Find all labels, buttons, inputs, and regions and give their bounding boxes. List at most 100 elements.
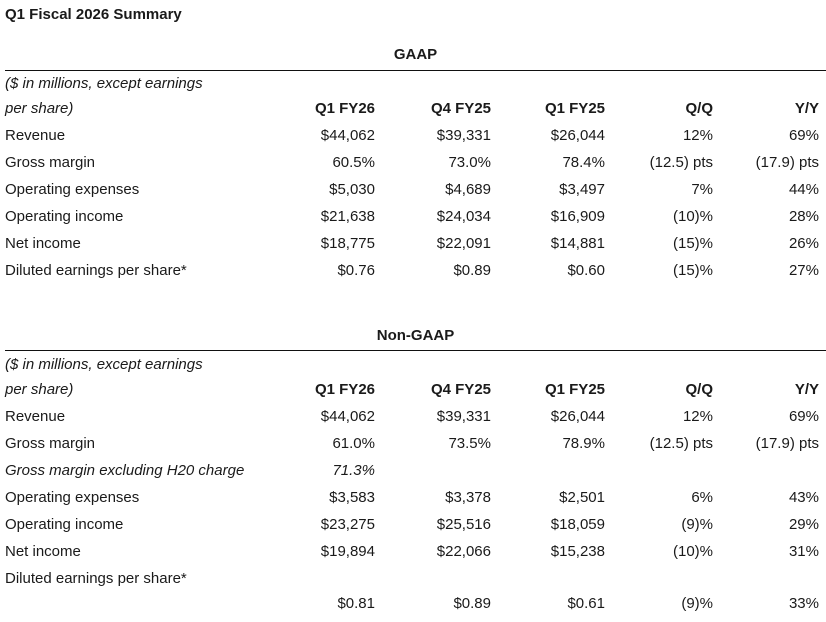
header-rule	[5, 350, 826, 351]
cell-value: $3,497	[559, 181, 605, 198]
units-note-text: ($ in millions, except earnings	[5, 75, 203, 92]
table-row: Net income $19,894 $22,066 $15,238 (10)% 31%	[5, 543, 826, 570]
cell-value: $14,881	[550, 235, 605, 252]
cell-value: $22,066	[436, 543, 491, 560]
section-heading: GAAP	[393, 46, 438, 63]
cell-value: $3,583	[329, 489, 375, 506]
cell-value: 78.9%	[562, 435, 605, 452]
cell-value: $22,091	[436, 235, 491, 252]
units-note: ($ in millions, except earnings	[5, 356, 826, 383]
cell-value: $18,775	[320, 235, 375, 252]
row-label: Diluted earnings per share*	[5, 570, 187, 587]
units-note-text: per share)	[5, 100, 74, 117]
table-row: Operating income $23,275 $25,516 $18,059 (9)…	[5, 516, 826, 543]
cell-value: (10)%	[672, 543, 713, 560]
row-label: Gross margin excluding H20 charge	[5, 462, 245, 479]
row-label: Operating income	[5, 208, 124, 225]
cell-value: 43%	[788, 489, 819, 506]
cell-value: $0.81	[337, 595, 375, 612]
header-rule	[5, 70, 826, 71]
table-row: Gross margin 60.5% 73.0% 78.4% (12.5) pts (17…	[5, 154, 826, 181]
cell-value: $0.60	[567, 262, 605, 279]
column-header: Q1 FY26	[314, 381, 375, 398]
cell-value: (9)%	[681, 595, 713, 612]
row-label: Net income	[5, 235, 81, 252]
cell-value: (12.5) pts	[649, 435, 713, 452]
cell-value: $26,044	[550, 127, 605, 144]
units-note: ($ in millions, except earnings	[5, 75, 826, 102]
column-header-row: per share) Q1 FY26 Q4 FY25 Q1 FY25 Q/Q Y/Y	[5, 381, 826, 408]
row-label: Diluted earnings per share*	[5, 262, 187, 279]
cell-value: (10)%	[672, 208, 713, 225]
cell-value: $2,501	[559, 489, 605, 506]
cell-value: (12.5) pts	[649, 154, 713, 171]
cell-value: (9)%	[681, 516, 713, 533]
table-row: Gross margin excluding H20 charge 71.3%	[5, 462, 826, 489]
cell-value: 26%	[788, 235, 819, 252]
column-header: Q4 FY25	[430, 381, 491, 398]
cell-value: (17.9) pts	[755, 435, 819, 452]
table-row: Operating income $21,638 $24,034 $16,909 (10…	[5, 208, 826, 235]
cell-value: $44,062	[320, 408, 375, 425]
table-row: Diluted earnings per share* $0.76 $0.89 $0.…	[5, 262, 826, 289]
cell-value: $19,894	[320, 543, 375, 560]
cell-value: 73.0%	[448, 154, 491, 171]
column-header: Q4 FY25	[430, 100, 491, 117]
cell-value: 27%	[788, 262, 819, 279]
table-row: Gross margin 61.0% 73.5% 78.9% (12.5) pts (17…	[5, 435, 826, 462]
cell-value: 12%	[682, 127, 713, 144]
units-note-text: per share)	[5, 381, 74, 398]
cell-value: 71.3%	[332, 462, 375, 479]
cell-value: $21,638	[320, 208, 375, 225]
row-label: Operating income	[5, 516, 124, 533]
row-label: Net income	[5, 543, 81, 560]
cell-value: $18,059	[550, 516, 605, 533]
cell-value: $25,516	[436, 516, 491, 533]
cell-value: 33%	[788, 595, 819, 612]
row-label: Gross margin	[5, 435, 96, 452]
cell-value: 60.5%	[332, 154, 375, 171]
cell-value: 73.5%	[448, 435, 491, 452]
cell-value: 28%	[788, 208, 819, 225]
cell-value: 7%	[691, 181, 713, 198]
cell-value: $5,030	[329, 181, 375, 198]
row-label: Revenue	[5, 127, 66, 144]
cell-value: $0.89	[453, 595, 491, 612]
cell-value: $24,034	[436, 208, 491, 225]
cell-value: $4,689	[445, 181, 491, 198]
column-header: Q1 FY26	[314, 100, 375, 117]
cell-value: $15,238	[550, 543, 605, 560]
row-label: Revenue	[5, 408, 66, 425]
cell-value: (17.9) pts	[755, 154, 819, 171]
cell-value: $39,331	[436, 127, 491, 144]
cell-value: $26,044	[550, 408, 605, 425]
column-header: Q1 FY25	[544, 100, 605, 117]
column-header: Q/Q	[685, 100, 713, 117]
cell-value: 69%	[788, 127, 819, 144]
cell-value: (15)%	[672, 235, 713, 252]
column-header: Y/Y	[794, 381, 819, 398]
cell-value: 61.0%	[332, 435, 375, 452]
cell-value: 31%	[788, 543, 819, 560]
column-header: Q/Q	[685, 381, 713, 398]
cell-value: 29%	[788, 516, 819, 533]
cell-value: 6%	[691, 489, 713, 506]
cell-value: 12%	[682, 408, 713, 425]
table-row: $0.81 $0.89 $0.61 (9)% 33%	[5, 595, 826, 622]
cell-value: $16,909	[550, 208, 605, 225]
cell-value: $0.76	[337, 262, 375, 279]
cell-value: (15)%	[672, 262, 713, 279]
section-heading: Non-GAAP	[376, 327, 455, 344]
row-label: Gross margin	[5, 154, 96, 171]
cell-value: 78.4%	[562, 154, 605, 171]
cell-value: $3,378	[445, 489, 491, 506]
units-note-text: ($ in millions, except earnings	[5, 356, 203, 373]
table-row: Net income $18,775 $22,091 $14,881 (15)% 26%	[5, 235, 826, 262]
table-row: Operating expenses $3,583 $3,378 $2,501 6% 43…	[5, 489, 826, 516]
cell-value: $0.61	[567, 595, 605, 612]
column-header: Y/Y	[794, 100, 819, 117]
table-row: Revenue $44,062 $39,331 $26,044 12% 69%	[5, 127, 826, 154]
row-label: Operating expenses	[5, 181, 140, 198]
column-header-row: per share) Q1 FY26 Q4 FY25 Q1 FY25 Q/Q Y/Y	[5, 100, 826, 127]
cell-value: 69%	[788, 408, 819, 425]
